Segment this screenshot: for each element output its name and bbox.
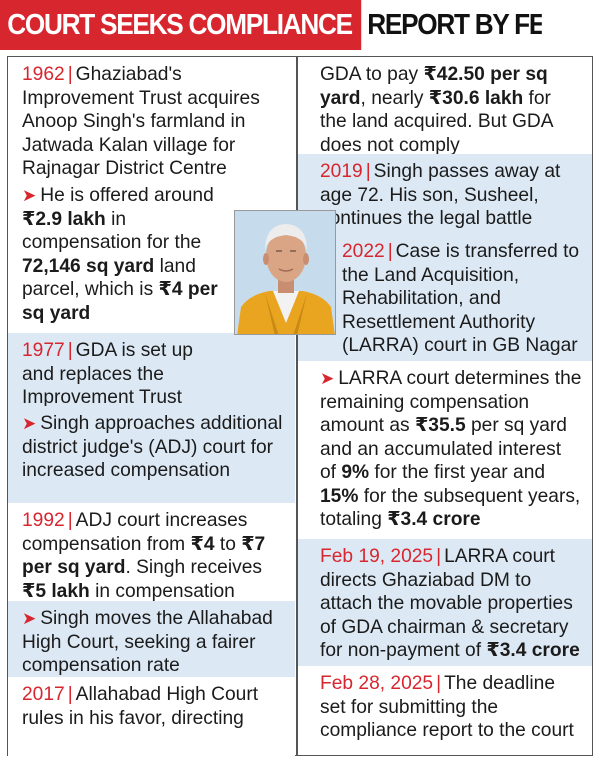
headline-part2: REPORT BY FEB 28 bbox=[367, 8, 542, 41]
entry-text: in compensation for the bbox=[22, 208, 202, 254]
entry-bold: 9% bbox=[341, 462, 370, 483]
entry-text: . Singh receives bbox=[125, 557, 262, 578]
entry-2022: 2022 | Case is transferred to the Land Acq… bbox=[298, 234, 592, 361]
right-column: GDA to pay ₹42.50 per sq yard, nearly ₹3… bbox=[298, 57, 592, 755]
entry-year: 2022 bbox=[342, 241, 385, 262]
left-column: 1962 | Ghaziabad's Improvement Trust acqui… bbox=[8, 57, 295, 756]
entry-bold: ₹3.4 crore bbox=[387, 509, 481, 530]
entry-2017-continued: GDA to pay ₹42.50 per sq yard, nearly ₹3… bbox=[298, 57, 592, 156]
entry-text: Allahabad High Court rules in his favor,… bbox=[22, 684, 259, 729]
entry-feb-19-2025: Feb 19, 2025 | LARRA court directs Ghaziab… bbox=[298, 539, 592, 666]
entry-year: 1992 bbox=[22, 510, 65, 531]
entry-text: Singh passes away at age 72. His son, Su… bbox=[320, 161, 561, 229]
headline: COURT SEEKS COMPLIANCE REPORT BY FEB 28 bbox=[0, 0, 542, 50]
entry-text: LARRA court directs Ghaziabad DM to atta… bbox=[320, 546, 573, 661]
separator: | bbox=[67, 64, 73, 85]
entry-bold: ₹3.4 crore bbox=[486, 640, 580, 661]
separator: | bbox=[387, 241, 393, 262]
separator: | bbox=[67, 340, 73, 361]
entry-text: for the land acquired. But GDA does not … bbox=[320, 87, 553, 156]
entry-bold: 15% bbox=[320, 485, 359, 507]
entry-2017: 2017 | Allahabad High Court rules in his f… bbox=[8, 677, 295, 756]
entry-year: 1977 bbox=[22, 340, 65, 361]
entry-year: 2019 bbox=[320, 161, 363, 182]
entry-bold: ₹5 lakh bbox=[22, 580, 90, 602]
entry-bold: ₹4 bbox=[190, 533, 215, 555]
entry-text: per sq yard and an accumulated interest … bbox=[320, 415, 567, 483]
entry-text: Case is transferred to the Land Acquisit… bbox=[342, 241, 580, 356]
entry-1962: 1962 | Ghaziabad's Improvement Trust acqui… bbox=[8, 57, 295, 179]
entry-year: 2017 bbox=[22, 684, 65, 705]
entry-text: GDA to pay bbox=[320, 64, 424, 85]
entry-text: Ghaziabad's Improvement Trust acquires A… bbox=[22, 64, 260, 179]
entry-text: GDA is set up and replaces the Improveme… bbox=[22, 340, 193, 408]
entry-text: The deadline set for submitting the comp… bbox=[320, 673, 574, 741]
entry-text: He is offered around bbox=[40, 185, 214, 206]
entry-1992: 1992 | ADJ court increases compensation fr… bbox=[8, 503, 295, 602]
arrow-icon: ➤ bbox=[22, 414, 37, 433]
entry-feb-28-2025: Feb 28, 2025 | The deadline set for submit… bbox=[298, 666, 592, 755]
headline-part1: COURT SEEKS COMPLIANCE bbox=[7, 8, 353, 41]
timeline-frame bbox=[7, 56, 593, 756]
separator: | bbox=[436, 546, 442, 567]
entry-text: LARRA court determines the remaining com… bbox=[320, 368, 582, 436]
entry-year: Feb 28, 2025 bbox=[320, 673, 434, 694]
entry-text: to bbox=[214, 533, 242, 555]
entry-year: 1962 bbox=[22, 64, 65, 85]
entry-text: Singh approaches additional district jud… bbox=[22, 413, 283, 481]
separator: | bbox=[436, 673, 442, 694]
headline-red-band: COURT SEEKS COMPLIANCE bbox=[0, 0, 361, 50]
entry-bold: 72,146 sq yard bbox=[22, 255, 155, 277]
entry-bold: ₹30.6 lakh bbox=[428, 87, 524, 109]
entry-text: for the subsequent years, totaling bbox=[320, 485, 581, 531]
portrait-illustration bbox=[235, 211, 335, 334]
entry-bold: ₹7 per sq yard bbox=[22, 533, 266, 579]
entry-bold: ₹42.50 per sq yard bbox=[320, 64, 548, 109]
entry-text: , nearly bbox=[360, 87, 429, 109]
portrait-photo bbox=[234, 210, 336, 335]
entry-year: Feb 19, 2025 bbox=[320, 546, 434, 567]
entry-text: Singh moves the Allahabad High Court, se… bbox=[22, 608, 273, 676]
arrow-icon: ➤ bbox=[320, 369, 335, 388]
column-divider bbox=[296, 56, 298, 756]
entry-bold: ₹4 per sq yard bbox=[22, 279, 218, 324]
entry-2019: 2019 | Singh passes away at age 72. His so… bbox=[298, 154, 592, 234]
entry-text: ADJ court increases compensation from bbox=[22, 510, 248, 555]
entry-bold: ₹2.9 lakh bbox=[22, 208, 106, 230]
separator: | bbox=[365, 161, 371, 182]
entry-text: land parcel, which is bbox=[22, 255, 196, 301]
arrow-icon: ➤ bbox=[22, 609, 37, 628]
entry-text: for the first year and bbox=[369, 462, 546, 483]
arrow-icon: ➤ bbox=[22, 186, 37, 205]
entry-bold: ₹35.5 bbox=[414, 415, 466, 436]
separator: | bbox=[67, 510, 73, 531]
entry-1977-adj: ➤ Singh approaches additional district ju… bbox=[8, 406, 295, 503]
entry-1992-highcourt: ➤ Singh moves the Allahabad High Court, s… bbox=[8, 601, 295, 677]
entry-1977: 1977 | GDA is set up and replaces the Impr… bbox=[8, 333, 295, 408]
separator: | bbox=[67, 684, 73, 705]
entry-text: in compensation bbox=[89, 580, 235, 602]
entry-2022-larra: ➤ LARRA court determines the remaining co… bbox=[298, 361, 592, 539]
